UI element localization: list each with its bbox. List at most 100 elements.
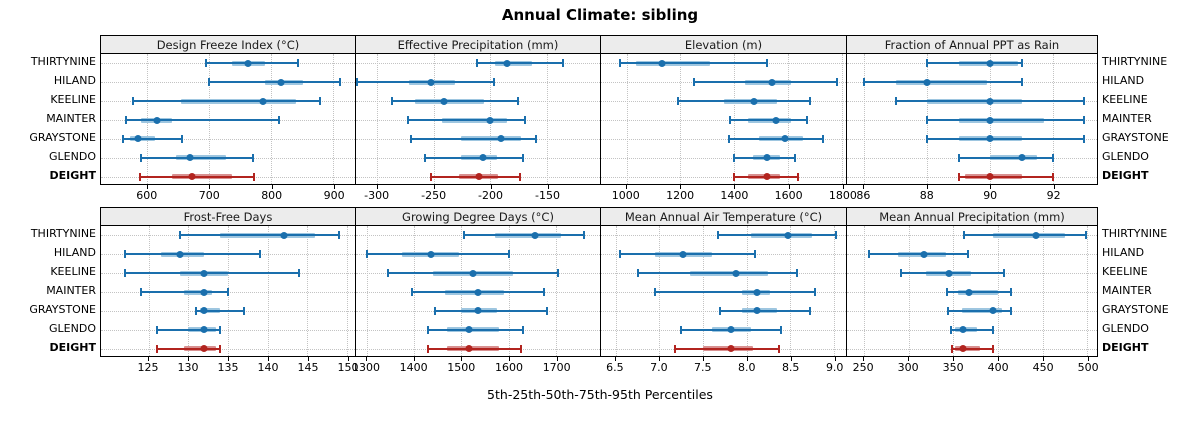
panel-strip-effective-precipitation: Effective Precipitation (mm) xyxy=(355,35,601,54)
whisker-cap xyxy=(796,172,799,181)
whisker-cap xyxy=(545,306,548,315)
range-line-5-95 xyxy=(958,156,1053,159)
median-dot xyxy=(134,135,142,143)
median-dot xyxy=(1032,231,1040,239)
whisker-cap xyxy=(1083,97,1086,106)
whisker-cap xyxy=(429,172,432,181)
range-line-5-95 xyxy=(677,100,810,103)
site-label-left-hiland: HILAND xyxy=(53,246,96,260)
x-tick-label: 1800 xyxy=(828,189,857,202)
range-line-5-95 xyxy=(140,175,254,178)
whisker-cap xyxy=(219,344,222,353)
whisker-cap xyxy=(636,269,639,278)
median-dot xyxy=(503,59,511,67)
range-line-5-95 xyxy=(411,137,536,140)
whisker-cap xyxy=(434,306,437,315)
x-tick-label: 300 xyxy=(897,361,919,374)
whisker-cap xyxy=(1083,134,1086,143)
x-tick-mark xyxy=(433,185,435,189)
tick-gridline xyxy=(863,226,865,356)
x-tick-mark xyxy=(863,357,865,361)
x-tick-mark xyxy=(658,357,660,361)
median-dot xyxy=(469,269,477,277)
median-dot xyxy=(186,154,194,162)
median-dot xyxy=(200,269,208,277)
whisker-cap xyxy=(423,153,426,162)
x-tick-mark xyxy=(509,357,510,361)
x-tick-label: 1400 xyxy=(399,361,428,374)
median-dot xyxy=(497,135,505,143)
median-dot xyxy=(986,173,994,181)
panel-mean-annual-air-temperature xyxy=(600,225,847,357)
whisker-cap xyxy=(124,116,127,124)
whisker-cap xyxy=(946,306,949,315)
whisker-cap xyxy=(618,59,621,68)
whisker-cap xyxy=(195,306,198,315)
whisker-cap xyxy=(427,344,430,353)
whisker-cap xyxy=(123,250,126,259)
range-line-5-95 xyxy=(730,119,807,121)
whisker-cap xyxy=(1010,288,1013,296)
site-label-left-deight: DEIGHT xyxy=(49,340,96,354)
panel-title: Elevation (m) xyxy=(684,37,763,52)
range-line-5-95 xyxy=(728,137,824,140)
median-dot xyxy=(427,78,435,86)
site-label-right-graystone: GRAYSTONE xyxy=(1102,130,1169,144)
x-tick-mark xyxy=(271,185,273,189)
tick-gridline xyxy=(546,54,548,184)
whisker-cap xyxy=(900,269,903,278)
x-tick-mark xyxy=(348,357,349,361)
median-dot xyxy=(727,326,735,334)
range-line-5-95 xyxy=(655,291,815,293)
range-line-5-95 xyxy=(156,347,221,350)
median-dot xyxy=(959,345,967,353)
site-label-right-mainter: MAINTER xyxy=(1102,284,1152,297)
median-dot xyxy=(479,154,487,162)
x-tick-mark xyxy=(746,357,748,361)
x-tick-mark xyxy=(376,185,378,189)
range-line-5-95 xyxy=(619,62,767,65)
whisker-cap xyxy=(521,325,524,334)
whisker-cap xyxy=(946,288,948,296)
whisker-cap xyxy=(492,78,495,87)
site-label-right-hiland: HILAND xyxy=(1102,74,1145,88)
median-dot xyxy=(200,345,208,353)
whisker-cap xyxy=(1020,78,1023,87)
range-line-5-95 xyxy=(133,100,320,103)
range-line-5-95 xyxy=(952,347,993,350)
x-tick-mark xyxy=(556,357,558,361)
whisker-cap xyxy=(227,288,229,296)
x-tick-label: 130 xyxy=(177,361,199,374)
panel-strip-mean-annual-air-temperature: Mean Annual Air Temperature (°C) xyxy=(600,207,847,226)
median-dot xyxy=(280,231,288,239)
whisker-cap xyxy=(475,59,478,68)
site-label-left-thirtynine: THIRTYNINE xyxy=(30,55,96,69)
range-line-5-95 xyxy=(869,253,968,256)
range-line-5-95 xyxy=(124,272,300,275)
median-dot xyxy=(959,326,967,334)
x-tick-mark xyxy=(547,185,549,189)
range-line-5-95 xyxy=(927,137,1085,140)
site-label-right-thirtynine: THIRTYNINE xyxy=(1102,55,1168,69)
tick-gridline xyxy=(267,226,269,356)
whisker-cap xyxy=(516,97,519,106)
whisker-cap xyxy=(219,325,222,334)
whisker-cap xyxy=(180,134,183,143)
site-label-right-mainter: MAINTER xyxy=(1102,112,1152,125)
whisker-cap xyxy=(894,97,897,106)
row-gridline xyxy=(601,157,846,159)
tick-gridline xyxy=(841,54,843,184)
x-tick-mark xyxy=(268,357,269,361)
x-tick-label: 1200 xyxy=(666,189,695,202)
median-dot xyxy=(763,154,771,162)
x-tick-label: -150 xyxy=(535,189,560,202)
whisker-cap xyxy=(805,116,808,124)
panel-strip-growing-degree-days: Growing Degree Days (°C) xyxy=(355,207,601,226)
median-dot xyxy=(679,250,687,258)
whisker-cap xyxy=(297,59,299,68)
whisker-cap xyxy=(1020,59,1023,68)
x-tick-label: 700 xyxy=(198,189,220,202)
x-tick-label: 90 xyxy=(983,189,998,202)
x-tick-mark xyxy=(788,185,790,189)
